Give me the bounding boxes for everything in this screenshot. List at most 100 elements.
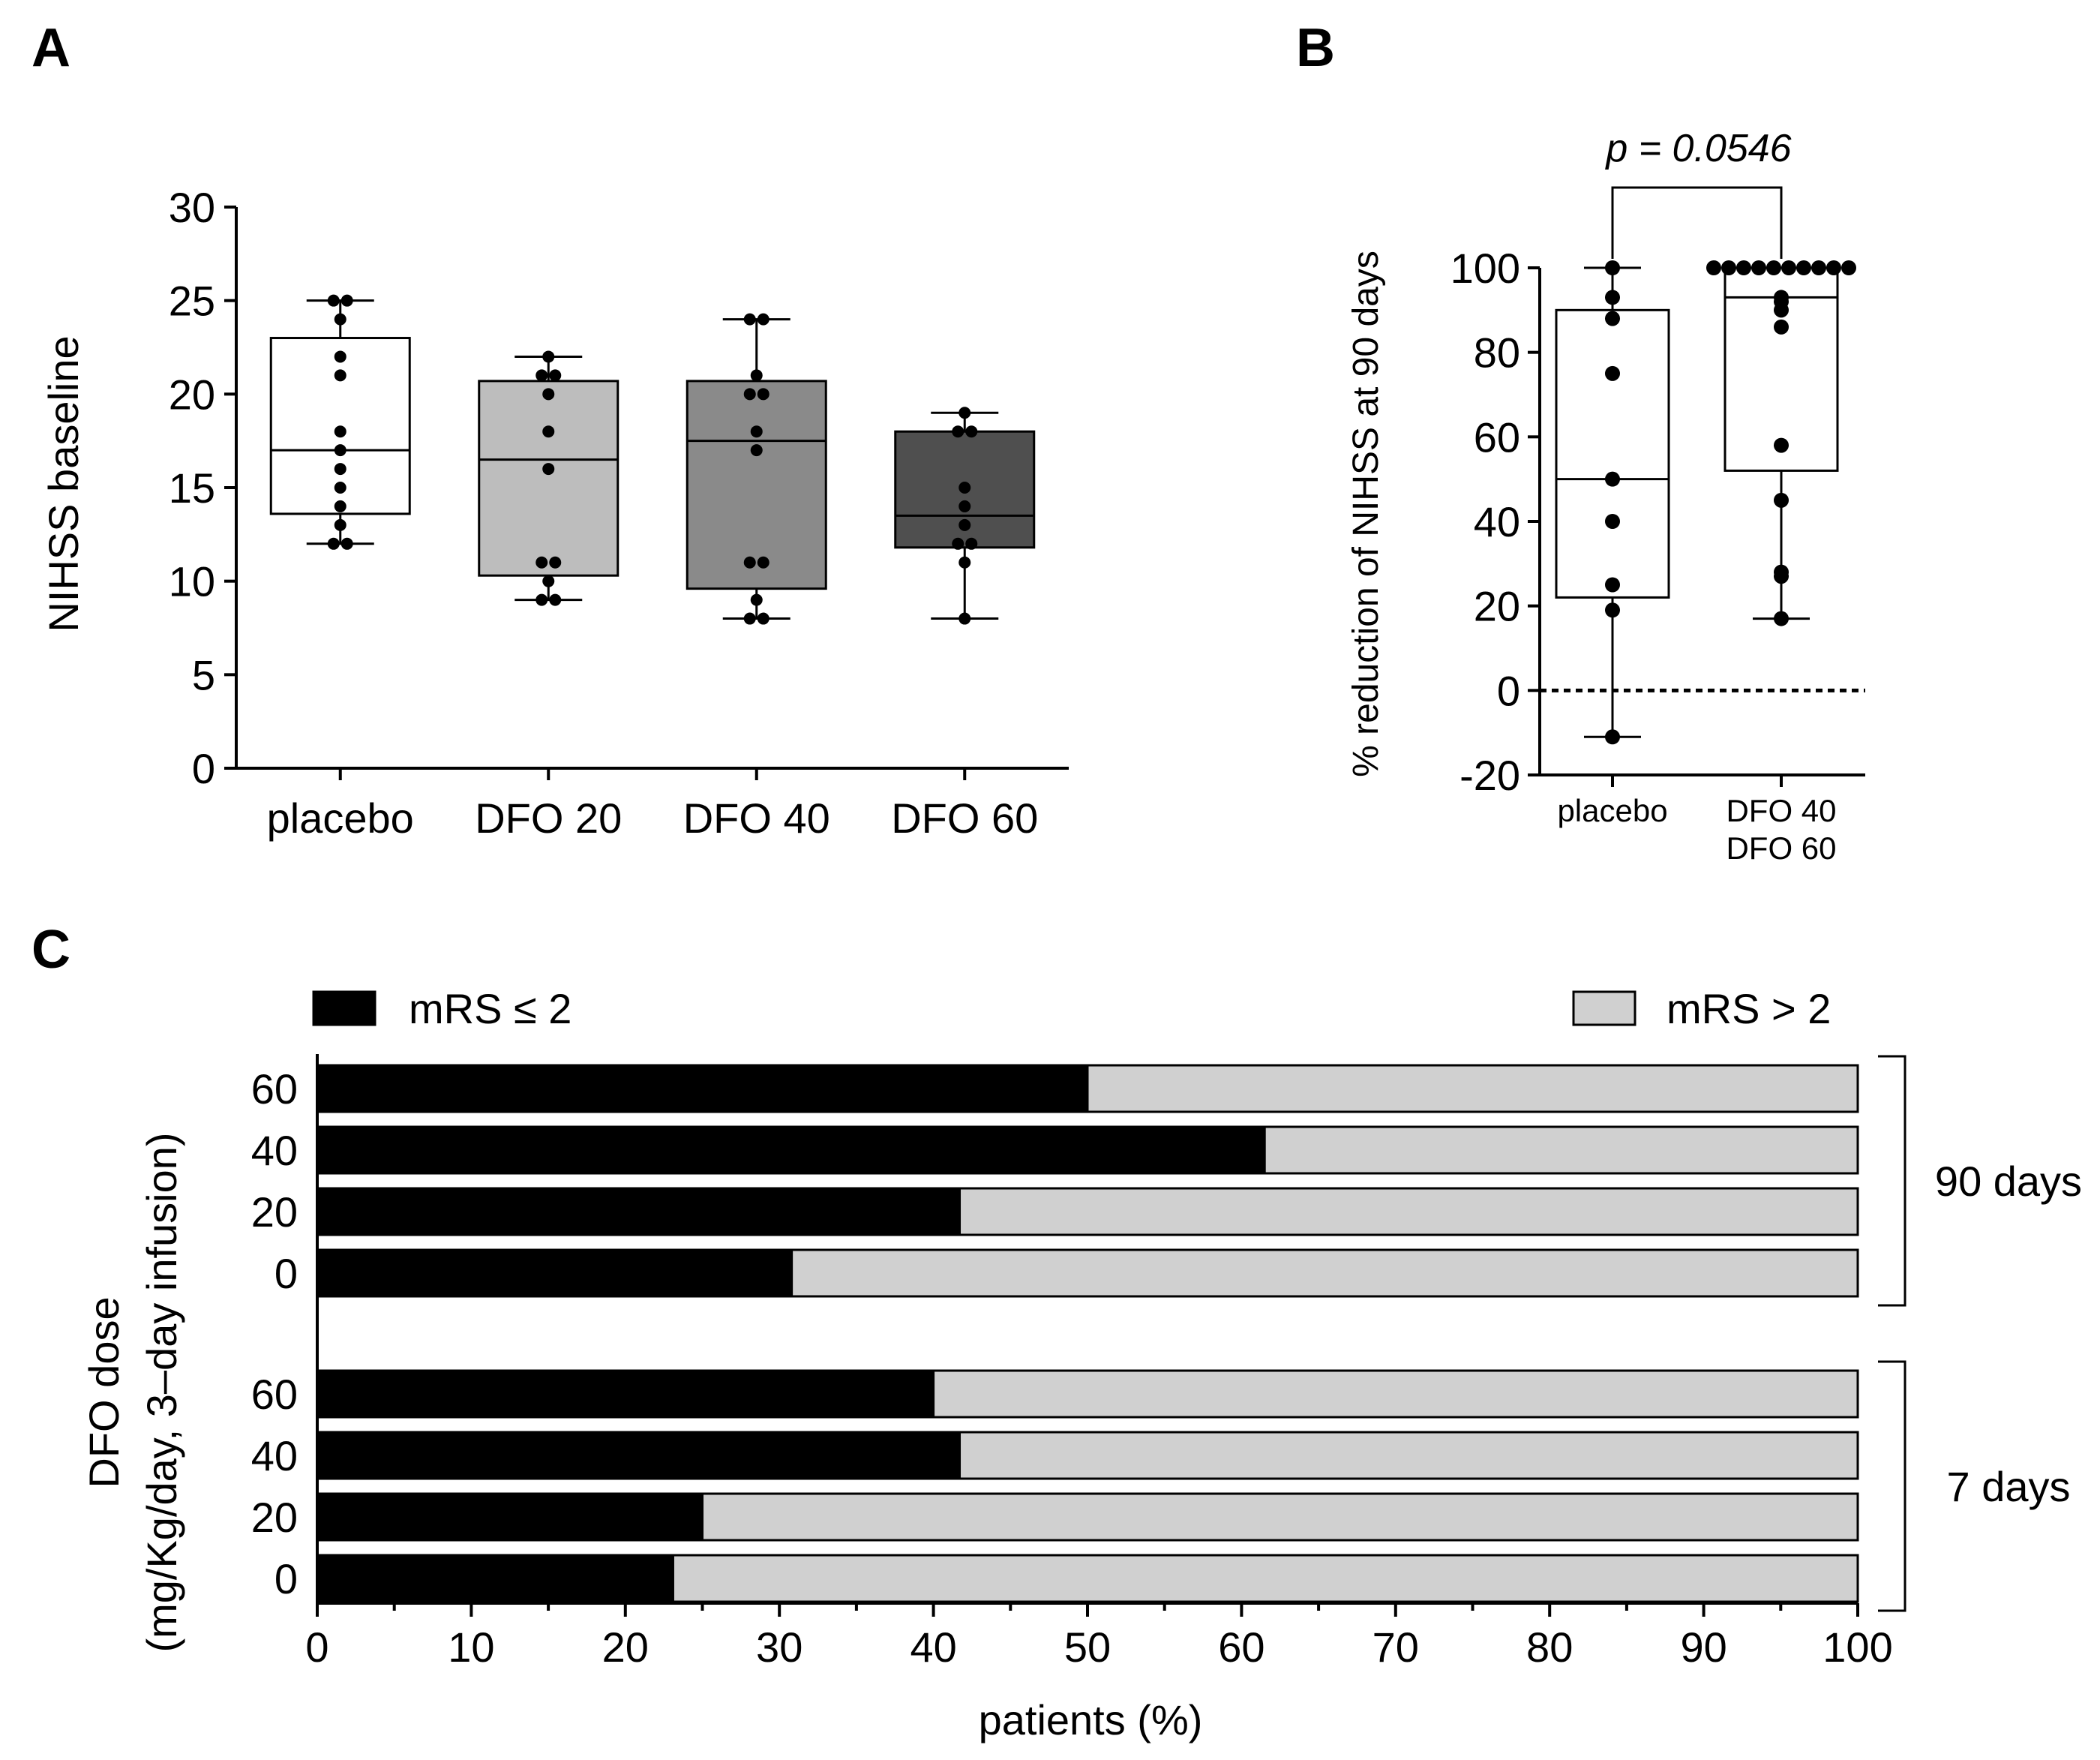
panel-a-data-point [334, 518, 346, 531]
panel-a-data-point [334, 313, 346, 326]
legend-swatch-good [312, 990, 376, 1026]
panel-a-data-point [958, 500, 971, 512]
panel-a-data-point [750, 369, 763, 382]
panel-b-data-point [1605, 290, 1620, 305]
panel-a-data-point [340, 537, 353, 550]
panel-a-data-point [958, 407, 971, 419]
panel-c-group-bracket [1878, 1055, 1906, 1307]
panel-a-data-point [334, 369, 346, 382]
panel-a-xtick-label: DFO 60 [891, 794, 1038, 842]
panel-b: B % reduction of NIHSS at 90 days p = 0.… [1296, 18, 1865, 866]
panel-c-category-label: 40 [251, 1432, 298, 1479]
panel-b-xtick-label: DFO 40 [1726, 793, 1836, 828]
panel-b-box-rect [1555, 308, 1670, 599]
panel-c-xtick-label: 0 [305, 1623, 328, 1671]
panel-c-category-label: 20 [251, 1188, 298, 1236]
panel-c-xtick-label: 50 [1064, 1623, 1111, 1671]
panel-a-data-point [958, 482, 971, 494]
panel-a-data-point [542, 463, 555, 476]
panel-a-box-rect [478, 380, 620, 577]
panel-b-data-point [1605, 577, 1620, 593]
panel-b-ytick-label: 60 [1474, 413, 1520, 461]
panel-a-ytick-label: 15 [169, 464, 215, 512]
panel-c-xlabel: patients (%) [979, 1696, 1203, 1743]
panel-c-group-label: 90 days [1935, 1158, 2082, 1205]
panel-c-letter: C [32, 920, 70, 980]
panel-c-xtick-label: 60 [1218, 1623, 1264, 1671]
panel-a-data-point [334, 444, 346, 457]
panel-b-ytick-label: -20 [1460, 752, 1520, 799]
bar-good-outcome [316, 1187, 962, 1236]
panel-a-data-point [340, 294, 353, 307]
panel-b-box [1555, 266, 1670, 738]
panel-a-box-rect [686, 380, 827, 590]
panel-a-data-point [536, 556, 548, 569]
legend-swatch-poor [1572, 990, 1636, 1026]
panel-a-box [894, 411, 1036, 620]
panel-c-category-label: 0 [274, 1250, 298, 1297]
panel-a-xtick-label: placebo [267, 794, 414, 842]
panel-c-ylabel-line2: (mg/Kg/day, 3–day infusion) [138, 1132, 185, 1652]
panel-a-data-point [958, 612, 971, 625]
panel-a-data-point [334, 500, 346, 512]
panel-c-group-label: 7 days [1947, 1463, 2071, 1510]
panel-c-xtick-label: 100 [1822, 1623, 1892, 1671]
panel-a-boxes [269, 299, 1036, 620]
bar-good-outcome [316, 1064, 1089, 1113]
panel-b-data-point [1826, 260, 1841, 275]
panel-a-ytick-label: 30 [169, 184, 215, 231]
panel-c-brackets: 90 days 7 days [1878, 1055, 2082, 1612]
panel-b-data-point [1605, 514, 1620, 529]
panel-c-ylabel-line1: DFO dose [80, 1296, 128, 1488]
panel-a-xtick-label: DFO 40 [683, 794, 830, 842]
panel-b-data-point [1605, 365, 1620, 381]
panel-c-bars [316, 1064, 1859, 1603]
panel-b-letter: B [1296, 18, 1335, 78]
panel-b-ytick-label: 0 [1497, 667, 1520, 714]
panel-c: C mRS ≤ 2 mRS > 2 DFO dose (mg/Kg/day, 3… [32, 920, 2082, 1743]
panel-c-xtick-label: 20 [602, 1623, 649, 1671]
panel-b-data-point [1774, 437, 1789, 453]
bar-good-outcome [316, 1554, 674, 1603]
panel-a-data-point [334, 482, 346, 494]
panel-b-ytick-label: 40 [1474, 498, 1520, 545]
panel-b-data-point [1774, 302, 1789, 318]
panel-b-data-point [1605, 602, 1620, 618]
panel-a-box [686, 318, 827, 620]
panel-a-ytick-label: 10 [169, 558, 215, 605]
panel-a-data-point [542, 388, 555, 401]
panel-c-xtick-label: 80 [1526, 1623, 1573, 1671]
panel-b-data-point [1605, 729, 1620, 745]
panel-b-boxes [1555, 266, 1839, 738]
bar-good-outcome [316, 1125, 1266, 1175]
panel-c-xtick-label: 30 [756, 1623, 802, 1671]
panel-a-data-point [965, 425, 978, 438]
legend-label-good: mRS ≤ 2 [409, 985, 572, 1032]
panel-b-p-value: p = 0.0546 [1604, 127, 1791, 170]
panel-a-data-point [743, 612, 756, 625]
panel-a-ytick-label: 20 [169, 371, 215, 418]
panel-a-box [478, 355, 620, 602]
panel-b-ylabel: % reduction of NIHSS at 90 days [1346, 251, 1386, 777]
panel-b-data-point [1766, 260, 1781, 275]
panel-b-data-point [1774, 492, 1789, 508]
panel-a-data-point [542, 575, 555, 587]
panel-c-xtick-label: 40 [910, 1623, 956, 1671]
bar-good-outcome [316, 1369, 935, 1419]
panel-a-data-point [743, 313, 756, 326]
panel-a-data-point [334, 425, 346, 438]
panel-a-data-point [536, 369, 548, 382]
panel-a-data-point [536, 593, 548, 606]
panel-c-xtick-label: 10 [448, 1623, 494, 1671]
panel-b-points [1605, 260, 1856, 745]
bar-good-outcome [316, 1492, 704, 1542]
panel-a-data-point [549, 556, 562, 569]
panel-b-data-point [1751, 260, 1766, 275]
panel-a-data-point [952, 537, 964, 550]
panel-a-xtick-label: DFO 20 [475, 794, 622, 842]
panel-a-data-point [958, 518, 971, 531]
panel-b-data-point [1811, 260, 1826, 275]
panel-c-category-label: 60 [251, 1065, 298, 1113]
panel-a-data-point [542, 425, 555, 438]
